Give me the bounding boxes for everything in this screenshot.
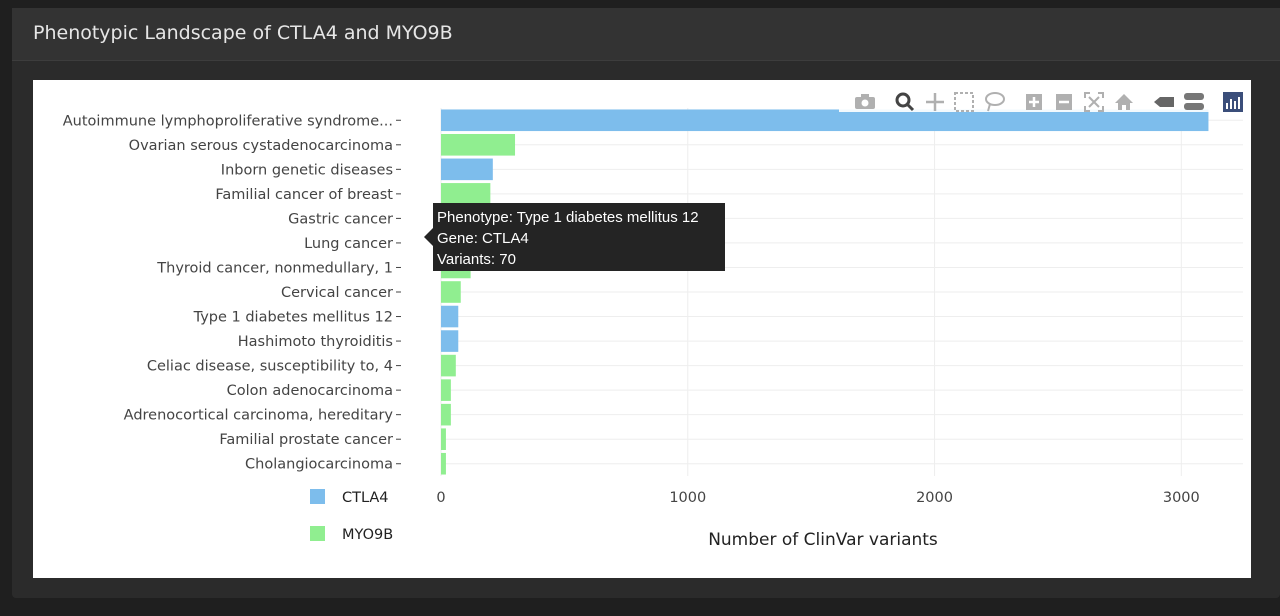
y-tick-label: Thyroid cancer, nonmedullary, 1 <box>156 260 393 276</box>
legend-label-myo9b[interactable]: MYO9B <box>342 527 393 543</box>
tooltip-phenotype: Phenotype: Type 1 diabetes mellitus 12 <box>437 209 699 226</box>
box-select-icon[interactable] <box>954 92 974 112</box>
y-tick-label: Familial prostate cancer <box>219 432 393 448</box>
camera-icon[interactable] <box>855 94 875 109</box>
y-tick-label: Autoimmune lymphoproliferative syndrome.… <box>63 113 393 129</box>
modebar[interactable] <box>839 90 1243 112</box>
zoom-icon[interactable] <box>895 92 915 112</box>
bar-ctla4[interactable] <box>441 330 459 352</box>
card-header: Phenotypic Landscape of CTLA4 and MYO9B <box>12 8 1280 61</box>
zoom-out-icon[interactable] <box>1056 94 1072 110</box>
x-tick-label: 2000 <box>916 490 953 506</box>
y-tick-label: Celiac disease, susceptibility to, 4 <box>147 359 393 375</box>
bar-myo9b[interactable] <box>441 428 446 450</box>
y-tick-label: Cervical cancer <box>281 285 393 301</box>
y-tick-label: Familial cancer of breast <box>215 187 393 203</box>
tooltip-arrow <box>424 228 433 246</box>
bar-ctla4[interactable] <box>441 109 1209 132</box>
legend-swatch-ctla4[interactable] <box>310 489 325 504</box>
spike-lines-icon[interactable] <box>1154 97 1174 107</box>
y-tick-label: Colon adenocarcinoma <box>227 383 393 399</box>
x-tick-label: 0 <box>436 490 445 506</box>
card-title: Phenotypic Landscape of CTLA4 and MYO9B <box>33 22 453 44</box>
tooltip-gene: Gene: CTLA4 <box>437 230 529 247</box>
y-tick-label: Hashimoto thyroiditis <box>238 334 393 350</box>
bar-myo9b[interactable] <box>441 379 451 401</box>
legend-label-ctla4[interactable]: CTLA4 <box>342 490 389 506</box>
y-tick-label: Adrenocortical carcinoma, hereditary <box>124 408 394 424</box>
compare-hover-icon[interactable] <box>1184 93 1204 110</box>
tooltip-variants: Variants: 70 <box>437 251 516 268</box>
legend-swatch-myo9b[interactable] <box>310 526 325 541</box>
bar-myo9b[interactable] <box>441 281 461 303</box>
plot-area[interactable]: Autoimmune lymphoproliferative syndrome.… <box>33 80 1251 578</box>
x-axis-label: Number of ClinVar variants <box>708 530 938 550</box>
lasso-select-icon[interactable] <box>985 92 1005 112</box>
x-tick-label: 1000 <box>669 490 706 506</box>
bar-myo9b[interactable] <box>441 183 491 205</box>
reset-axes-icon[interactable] <box>1115 94 1133 110</box>
zoom-in-icon[interactable] <box>1026 94 1042 110</box>
y-tick-label: Type 1 diabetes mellitus 12 <box>193 310 393 326</box>
plotly-logo-icon[interactable] <box>1223 92 1243 112</box>
autoscale-icon[interactable] <box>1084 92 1104 112</box>
y-tick-label: Cholangiocarcinoma <box>245 457 393 473</box>
bar-myo9b[interactable] <box>441 354 456 377</box>
y-tick-label: Ovarian serous cystadenocarcinoma <box>129 138 393 154</box>
bar-myo9b[interactable] <box>441 403 451 426</box>
bar-myo9b[interactable] <box>441 134 516 156</box>
y-tick-label: Inborn genetic diseases <box>221 162 393 178</box>
hover-tooltip: Phenotype: Type 1 diabetes mellitus 12 G… <box>433 203 725 271</box>
bar-myo9b[interactable] <box>441 452 446 475</box>
bar-chart[interactable]: Autoimmune lymphoproliferative syndrome.… <box>33 80 1251 578</box>
y-tick-label: Lung cancer <box>304 236 393 252</box>
pan-icon[interactable] <box>926 93 944 111</box>
y-tick-label: Gastric cancer <box>288 211 393 227</box>
bar-ctla4[interactable] <box>441 305 459 328</box>
bar-ctla4[interactable] <box>441 158 493 181</box>
x-tick-label: 3000 <box>1163 490 1200 506</box>
